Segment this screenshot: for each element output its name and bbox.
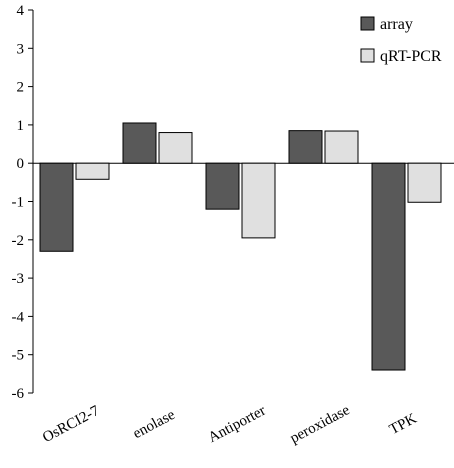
bar-array-4 — [372, 163, 405, 370]
y-tick-label: 3 — [17, 41, 25, 57]
bars — [40, 123, 441, 370]
category-label-0: OsRCI2-7 — [40, 403, 102, 446]
y-tick-label: -6 — [12, 386, 25, 402]
y-tick-label: -4 — [12, 309, 25, 325]
bar-array-3 — [289, 131, 322, 164]
y-tick-label: -3 — [12, 271, 25, 287]
category-label-2: Antiporter — [206, 403, 269, 446]
y-tick-label: 0 — [17, 156, 25, 172]
legend-label-0: array — [380, 16, 413, 33]
y-tick-label: -5 — [12, 348, 25, 364]
bar-qrt-pcr-1 — [159, 133, 192, 164]
y-tick-label: 1 — [17, 118, 25, 134]
legend-swatch-1 — [361, 49, 374, 62]
legend-label-1: qRT-PCR — [380, 48, 442, 65]
category-label-4: TPK — [387, 411, 420, 439]
bar-qrt-pcr-3 — [325, 131, 358, 163]
bar-qrt-pcr-4 — [408, 163, 441, 202]
bar-array-2 — [206, 163, 239, 209]
y-tick-label: 4 — [17, 3, 25, 19]
y-tick-label: -2 — [12, 233, 25, 249]
legend-swatch-0 — [361, 17, 374, 30]
bar-array-1 — [123, 123, 156, 163]
category-label-3: peroxidase — [288, 402, 353, 447]
y-tick-label: -1 — [12, 195, 25, 211]
category-label-1: enolase — [131, 407, 179, 442]
bar-qrt-pcr-2 — [242, 163, 275, 238]
bar-array-0 — [40, 163, 73, 251]
legend: array qRT-PCR — [361, 16, 442, 65]
x-axis-labels: OsRCI2-7 enolase Antiporter peroxidase TPK — [40, 402, 419, 447]
bar-qrt-pcr-0 — [76, 163, 109, 179]
y-tick-label: 2 — [17, 80, 25, 96]
